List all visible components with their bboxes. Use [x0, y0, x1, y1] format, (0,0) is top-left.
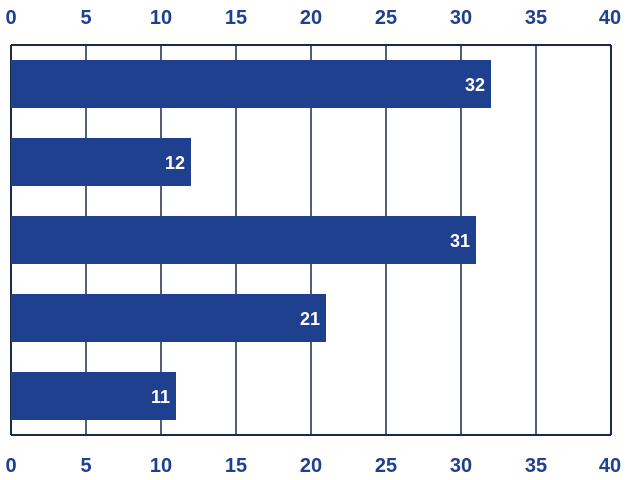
bottom-tick-label-30: 30 — [450, 455, 472, 477]
bottom-tick-label-5: 5 — [80, 455, 91, 477]
data-labels: 32 12 31 21 11 — [151, 75, 485, 407]
bottom-tick-label-10: 10 — [150, 455, 172, 477]
top-tick-label-0: 0 — [5, 7, 16, 29]
top-axis-ticks: 0 5 10 15 20 25 30 35 40 — [5, 7, 621, 29]
top-tick-label-15: 15 — [225, 7, 247, 29]
top-tick-label-20: 20 — [300, 7, 322, 29]
bar-label-3: 31 — [450, 231, 470, 251]
bar-1 — [11, 60, 491, 108]
bottom-axis-ticks: 0 5 10 15 20 25 30 35 40 — [5, 455, 621, 477]
bar-label-5: 11 — [151, 387, 170, 407]
bottom-tick-label-40: 40 — [599, 455, 621, 477]
bottom-tick-label-20: 20 — [300, 455, 322, 477]
top-tick-label-25: 25 — [375, 7, 397, 29]
bottom-tick-label-0: 0 — [5, 455, 16, 477]
top-tick-label-40: 40 — [599, 7, 621, 29]
bottom-tick-label-25: 25 — [375, 455, 397, 477]
bar-5 — [11, 372, 176, 420]
bottom-tick-label-35: 35 — [525, 455, 547, 477]
bar-label-1: 32 — [465, 75, 485, 95]
top-tick-label-35: 35 — [525, 7, 547, 29]
bottom-tick-label-15: 15 — [225, 455, 247, 477]
bar-label-2: 12 — [165, 153, 185, 173]
bars — [11, 60, 491, 420]
bar-2 — [11, 138, 191, 186]
bar-label-4: 21 — [300, 309, 320, 329]
bar-3 — [11, 216, 476, 264]
top-tick-label-30: 30 — [450, 7, 472, 29]
top-tick-label-10: 10 — [150, 7, 172, 29]
top-tick-label-5: 5 — [80, 7, 91, 29]
bar-4 — [11, 294, 326, 342]
